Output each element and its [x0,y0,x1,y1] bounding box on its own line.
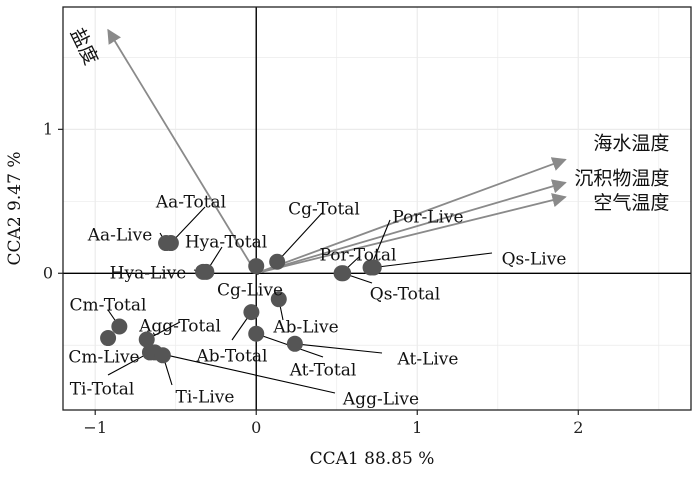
x-axis-title: CCA1 88.85 % [310,449,435,469]
species-label: Aa-Total [155,193,226,213]
species-label: Cm-Live [68,348,139,368]
species-label: Ab-Total [196,347,268,367]
species-point [365,259,382,276]
species-label: Por-Total [320,246,397,266]
label-leader [294,343,383,354]
species-point [248,258,265,275]
axis-ticks: −1 0 1 2 0 1 [43,119,584,437]
species-point [269,253,286,270]
species-label: At-Total [289,361,357,381]
label-leader [154,351,336,394]
species-label: Hya-Total [185,233,267,253]
plot-panel-border [62,6,692,411]
species-label: Cg-Live [217,281,283,301]
environment-arrow [256,193,567,275]
environment-arrow [255,157,567,275]
species-point [270,291,287,308]
species-point [158,235,175,252]
species-label: Cg-Total [288,200,360,220]
x-tick-label: 2 [573,418,583,437]
arrow-label: 沉积物温度 [574,168,669,190]
label-leader [276,212,323,263]
species-point [286,335,303,352]
species-label: At-Live [397,350,459,370]
species-point [154,347,171,364]
species-label: Qs-Live [502,250,567,270]
species-point [195,263,212,280]
species-point [243,304,260,321]
species-points [100,235,382,364]
species-point [138,331,155,348]
species-point [100,330,117,347]
species-label: Ti-Live [176,388,235,408]
species-label: Hya-Live [110,264,187,284]
x-tick-label: 1 [412,418,422,437]
species-point [111,318,128,335]
species-label: Aa-Live [87,226,153,246]
y-tick-label: 0 [43,263,53,282]
arrow-label: 海水温度 [593,133,669,155]
species-point [248,325,265,342]
species-label: Ab-Live [272,318,338,338]
arrow-label: 盐度 [66,25,102,69]
species-point [335,265,352,282]
species-label: Agg-Total [138,317,221,337]
environment-arrow [107,28,257,274]
x-tick-label: 0 [251,418,261,437]
y-tick-label: 1 [43,119,53,138]
species-label: Cm-Total [70,296,147,316]
label-leader [373,252,493,269]
x-tick-label: −1 [83,418,107,437]
arrow-label: 空气温度 [593,192,669,214]
species-point [141,344,158,361]
y-axis-title: CCA2 9.47 % [5,152,25,266]
species-label: Ti-Total [70,380,135,400]
environment-arrow [255,179,567,275]
species-label: Agg-Live [342,390,419,410]
species-label: Por-Live [392,208,463,228]
species-label: Qs-Total [370,285,440,305]
label-leader [170,206,206,244]
